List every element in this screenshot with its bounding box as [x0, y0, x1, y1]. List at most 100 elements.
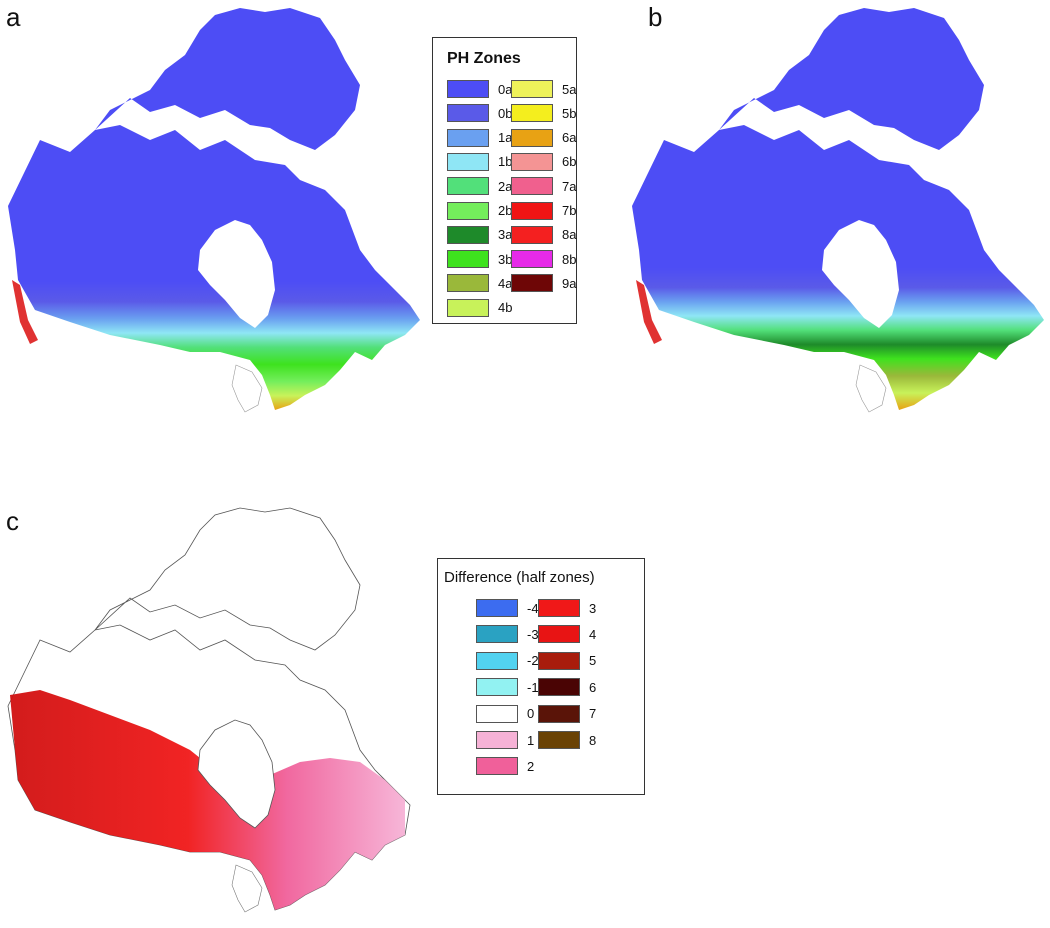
difference-swatch: [538, 731, 580, 749]
ph-zone-label: 3b: [498, 251, 513, 267]
difference-swatch: [476, 678, 518, 697]
difference-label: 1: [527, 732, 535, 748]
ph-zone-swatch: [447, 152, 489, 171]
difference-row: 8: [538, 730, 596, 750]
ph-zone-row: 8a: [511, 225, 576, 245]
ph-zone-swatch: [447, 298, 489, 317]
difference-row: 4: [538, 624, 596, 644]
ph-zone-swatch: [447, 250, 489, 269]
ph-zone-swatch: [447, 128, 489, 147]
ph-zone-swatch: [447, 177, 489, 196]
ph-zone-row: 1b: [447, 152, 512, 172]
ph-zone-label: 4b: [498, 300, 513, 316]
difference-label: 2: [527, 758, 535, 774]
map-a: [8, 8, 420, 413]
difference-swatch: [476, 625, 518, 644]
panel-label-b: b: [648, 2, 663, 32]
ph-zone-row: 3b: [447, 249, 512, 269]
panel-label-a: a: [6, 2, 21, 32]
difference-label: -1: [527, 679, 539, 695]
ph-zone-label: 4a: [498, 275, 513, 291]
difference-row: 6: [538, 677, 596, 697]
difference-row: -3: [476, 624, 539, 644]
arctic-islands-a: [95, 8, 360, 150]
difference-row: 7: [538, 704, 596, 724]
difference-label: 0: [527, 706, 535, 722]
ph-zone-swatch: [511, 225, 553, 244]
ph-zone-label: 2b: [498, 203, 513, 218]
west-coast-a: [12, 280, 38, 344]
ph-zone-row: 2a: [447, 176, 512, 196]
ph-zone-row: 1a: [447, 128, 512, 148]
ph-zone-row: 3a: [447, 225, 512, 245]
ph-zone-row: 7b: [511, 201, 576, 221]
difference-legend: Difference (half zones) -4 -3 -2 -1 0 1 2 3 4 5 6…: [437, 558, 645, 795]
ph-zone-swatch: [447, 80, 489, 98]
difference-swatch: [476, 731, 518, 749]
ph-zone-row: 8b: [511, 249, 576, 269]
ph-zone-swatch: [511, 152, 553, 171]
map-c: [7, 507, 411, 913]
difference-swatch: [476, 599, 518, 617]
ph-zone-row: 7a: [511, 176, 576, 196]
difference-row: 0: [476, 704, 534, 724]
difference-swatch: [538, 599, 580, 617]
great-lakes-c: [231, 864, 263, 913]
ph-zone-swatch: [511, 104, 553, 123]
ph-zone-row: 2b: [447, 201, 512, 221]
difference-label: -4: [527, 600, 539, 616]
ph-zone-row: 6b: [511, 152, 576, 172]
hudson-bay-a: [198, 220, 275, 328]
difference-label: 3: [589, 600, 597, 616]
ph-zone-swatch: [511, 250, 553, 269]
difference-swatch: [476, 704, 518, 723]
ph-zone-label: 1b: [498, 154, 513, 170]
ph-zone-swatch: [447, 201, 489, 220]
ph-zone-label: 3a: [498, 227, 513, 243]
ph-zone-swatch: [447, 225, 489, 244]
difference-row: -2: [476, 651, 539, 671]
difference-label: 4: [589, 626, 597, 642]
ph-zone-row: 6a: [511, 128, 576, 148]
difference-swatch: [476, 651, 518, 670]
difference-row: -1: [476, 677, 539, 697]
ph-zone-label: 8a: [562, 227, 577, 243]
difference-row: -4: [476, 598, 539, 618]
ph-zone-label: 0b: [498, 105, 513, 121]
ph-zone-label: 6a: [562, 130, 577, 146]
ph-zone-label: 5b: [562, 105, 577, 121]
ph-zone-label: 5a: [562, 81, 577, 97]
ph-zone-label: 6b: [562, 154, 577, 170]
ph-zone-row: 9a: [511, 273, 576, 293]
ph-zone-swatch: [511, 177, 553, 196]
difference-swatch: [538, 704, 580, 723]
difference-swatch: [476, 757, 518, 776]
ph-zone-swatch: [511, 201, 553, 220]
ph-zone-label: 1a: [498, 130, 513, 146]
ph-zone-row: 4a: [447, 273, 512, 293]
ph-zone-swatch: [511, 128, 553, 147]
ph-zone-label: 9a: [562, 275, 577, 291]
ph-zone-row: 5b: [511, 103, 576, 123]
difference-label: 7: [589, 706, 597, 722]
warming-region-c: [10, 690, 405, 910]
difference-row: 2: [476, 756, 534, 776]
arctic-islands-b: [719, 8, 984, 150]
ph-zone-label: 8b: [562, 251, 577, 267]
ph-zone-label: 0a: [498, 81, 513, 97]
ph-zone-row: 0b: [447, 103, 512, 123]
ph-zone-label: 2a: [498, 178, 513, 194]
great-lakes-b: [855, 364, 887, 413]
difference-label: 8: [589, 732, 597, 748]
hudson-bay-b: [822, 220, 899, 328]
difference-row: 3: [538, 598, 596, 618]
arctic-islands-c: [94, 507, 361, 651]
ph-zone-swatch: [511, 274, 553, 293]
ph-zones-legend: PH Zones 0a 0b 1a 1b 2a 2b 3a 3b 4a 4b 5a 5b 6a 6b 7a…: [432, 37, 577, 324]
great-lakes-a: [231, 364, 263, 413]
ph-zone-swatch: [447, 274, 489, 293]
difference-label: 5: [589, 653, 597, 669]
difference-swatch: [538, 625, 580, 644]
ph-zone-row: 5a: [511, 79, 576, 99]
